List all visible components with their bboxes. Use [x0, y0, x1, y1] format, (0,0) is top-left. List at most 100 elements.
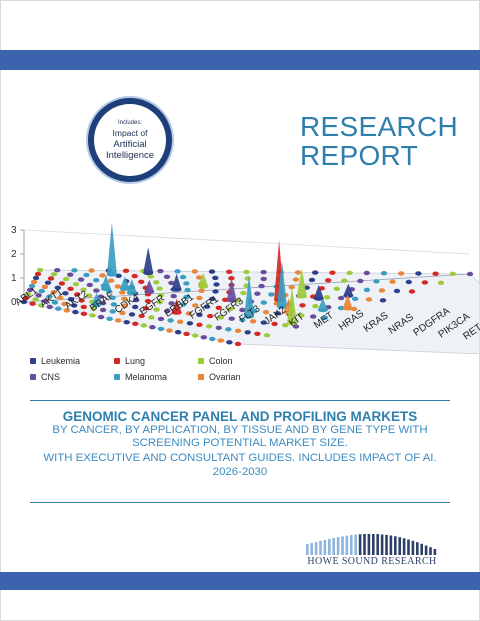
floor-dot — [89, 313, 96, 318]
floor-dot — [50, 290, 57, 295]
floor-dot — [144, 298, 152, 304]
data-spike — [244, 274, 255, 317]
legend-swatch — [30, 374, 36, 380]
publisher-name: HOWE SOUND RESEARCH — [307, 556, 437, 567]
badge-artificial: Artificial — [113, 138, 147, 150]
floor-dot — [260, 300, 267, 305]
floor-dot — [62, 291, 69, 296]
spike-base — [91, 302, 102, 307]
floor-dot — [254, 331, 261, 336]
logo-bar — [407, 539, 410, 555]
floor-dot — [77, 277, 85, 282]
data-spike — [101, 275, 111, 289]
floor-dot — [282, 323, 289, 328]
floor-dot — [51, 300, 59, 305]
spike-base — [171, 310, 182, 315]
logo-bar — [319, 540, 322, 555]
floor-dot — [196, 322, 203, 327]
floor-dot — [54, 285, 61, 290]
floor-dot — [106, 316, 113, 321]
floor-dot — [157, 293, 164, 298]
floor-dot — [389, 279, 396, 284]
spike-base — [317, 308, 328, 313]
floor-dot — [29, 301, 36, 306]
data-spike — [277, 260, 287, 307]
floor-dot — [20, 299, 28, 305]
floor-dot — [312, 304, 319, 309]
logo-bar — [363, 534, 366, 555]
logo-bar — [394, 536, 397, 555]
floor-dot — [192, 303, 199, 308]
floor-dot — [57, 295, 64, 301]
floor-dot — [179, 274, 187, 280]
logo-bar — [310, 543, 313, 555]
logo-bar — [323, 539, 327, 555]
floor-dot — [131, 273, 138, 279]
floor-dot — [249, 319, 257, 324]
floor-dot — [294, 270, 302, 275]
floor-dot — [153, 280, 160, 285]
data-spike — [343, 283, 354, 296]
floor-dot — [260, 276, 267, 282]
floor-dot — [156, 300, 163, 305]
ai-impact-badge: Includes: Impact of Artificial Intellige… — [86, 96, 174, 184]
floor-dot — [373, 279, 380, 284]
floor-dot — [254, 291, 261, 296]
floor-dot — [62, 276, 70, 282]
floor-dot — [183, 281, 190, 286]
floor-dot — [72, 282, 80, 287]
floor-dot — [132, 304, 139, 310]
logo-bar — [433, 549, 437, 555]
floor-dot — [148, 315, 155, 320]
floor-dot — [46, 294, 53, 299]
badge-inner: Includes: Impact of Artificial Intellige… — [94, 104, 166, 176]
floor-dot — [26, 287, 34, 293]
floor-dot — [209, 296, 216, 302]
floor-dot — [324, 295, 331, 300]
logo-bar — [429, 547, 432, 555]
spike-base — [226, 298, 237, 303]
floor-dot — [299, 303, 306, 308]
legend-item-lung: Lung — [114, 356, 145, 366]
floor-dot — [97, 314, 105, 320]
legend-label: Lung — [125, 356, 146, 366]
logo-bar — [385, 534, 388, 555]
floor-dot — [97, 294, 105, 299]
floor-dot — [138, 313, 145, 319]
divider-top — [30, 400, 450, 401]
floor-dot — [432, 271, 439, 276]
floor-dot — [163, 274, 171, 279]
floor-dot — [337, 305, 345, 311]
floor-dot — [174, 330, 182, 335]
subtitle-line-3: WITH EXECUTIVE AND CONSULTANT GUIDES. IN… — [43, 452, 437, 464]
spike-base — [296, 294, 307, 299]
floor-dot — [228, 316, 235, 321]
floor-dot — [312, 270, 319, 275]
floor-dot — [209, 336, 216, 342]
logo-bar — [398, 537, 401, 555]
floor-dot — [32, 275, 40, 281]
floor-dot — [90, 306, 97, 311]
legend-item-ovarian: Ovarian — [198, 372, 241, 382]
floor-dot — [67, 286, 74, 291]
legend-item-leukemia: Leukemia — [30, 356, 80, 366]
floor-dot — [225, 327, 232, 332]
floor-dot — [147, 274, 154, 279]
floor-dot — [244, 330, 251, 335]
floor-dot — [109, 295, 116, 300]
bottom-band — [0, 572, 480, 590]
floor-dot — [157, 316, 165, 322]
floor-dot — [83, 272, 90, 278]
divider-bottom — [30, 502, 450, 503]
floor-dot — [119, 310, 126, 316]
legend-label: Leukemia — [41, 356, 81, 366]
floor-dot — [22, 295, 30, 301]
report-line-1: RESEARCH — [300, 111, 458, 142]
floor-dot — [80, 287, 87, 292]
floor-dot — [207, 313, 214, 319]
back-wall-top — [23, 229, 471, 255]
floor-dot — [99, 307, 107, 313]
floor-dot — [198, 288, 205, 293]
floor-dot — [260, 269, 267, 275]
floor-dot — [215, 325, 222, 330]
